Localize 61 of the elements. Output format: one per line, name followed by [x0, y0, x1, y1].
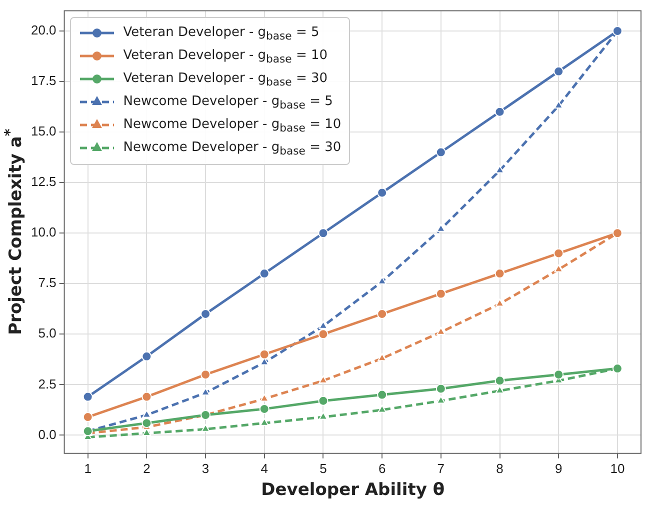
point — [200, 370, 211, 380]
point — [142, 351, 152, 362]
y-tick-label: 20.0 — [30, 22, 56, 38]
y-tick-label: 0.0 — [38, 426, 56, 442]
x-tick-label: 10 — [610, 460, 625, 476]
y-tick-label: 12.5 — [30, 174, 56, 190]
y-tick-label: 17.5 — [30, 73, 56, 88]
y-tick-label: 10.0 — [30, 224, 56, 240]
x-tick-label: 1 — [84, 460, 92, 476]
point — [436, 384, 446, 394]
point — [259, 349, 270, 360]
point — [377, 188, 388, 198]
point — [378, 404, 386, 413]
point — [494, 268, 505, 279]
point — [554, 248, 564, 258]
point — [201, 424, 210, 432]
point — [436, 396, 446, 404]
legend-label: Veteran Developer - g$_{base}$ = 5 — [123, 24, 320, 42]
point — [82, 392, 93, 402]
point — [378, 276, 386, 284]
point — [142, 418, 152, 428]
y-tick-label: 15.0 — [30, 124, 56, 139]
point — [494, 376, 505, 386]
point — [378, 353, 386, 362]
x-tick-label: 3 — [202, 460, 210, 476]
x-tick-label: 2 — [143, 460, 150, 476]
point — [495, 386, 504, 394]
legend-label: Newcome Developer - g$_{base}$ = 5 — [123, 94, 333, 112]
point — [554, 370, 564, 380]
x-tick-label: 6 — [378, 460, 386, 476]
point — [612, 228, 622, 238]
point — [554, 66, 564, 76]
x-tick-label: 9 — [554, 460, 562, 476]
y-tick-label: 5.0 — [38, 326, 56, 341]
point — [259, 404, 270, 414]
legend-label: Veteran Developer - g$_{base}$ = 10 — [123, 48, 328, 66]
x-tick-label: 7 — [437, 460, 445, 476]
point — [436, 288, 446, 299]
point — [377, 390, 388, 400]
point — [612, 364, 622, 374]
x-tick-label: 4 — [260, 460, 268, 476]
point — [436, 147, 446, 158]
legend-label: Newcome Developer - g$_{base}$ = 30 — [123, 140, 342, 158]
point — [318, 396, 328, 406]
point — [318, 329, 328, 340]
point — [612, 26, 622, 36]
y-tick-label: 2.5 — [38, 376, 56, 392]
legend-label: Newcome Developer - g$_{base}$ = 10 — [123, 116, 342, 134]
x-tick-label: 8 — [496, 460, 504, 476]
legend-label: Veteran Developer - g$_{base}$ = 30 — [123, 70, 328, 88]
y-tick-label: 7.5 — [38, 275, 56, 290]
x-tick-label: 5 — [320, 460, 327, 476]
point — [436, 327, 446, 335]
point — [377, 308, 388, 319]
point — [200, 308, 211, 319]
point — [494, 106, 505, 117]
point — [318, 228, 328, 238]
x-axis-title: Developer Ability θ — [261, 480, 445, 500]
point — [142, 392, 152, 402]
point — [82, 412, 93, 422]
point — [259, 268, 270, 279]
